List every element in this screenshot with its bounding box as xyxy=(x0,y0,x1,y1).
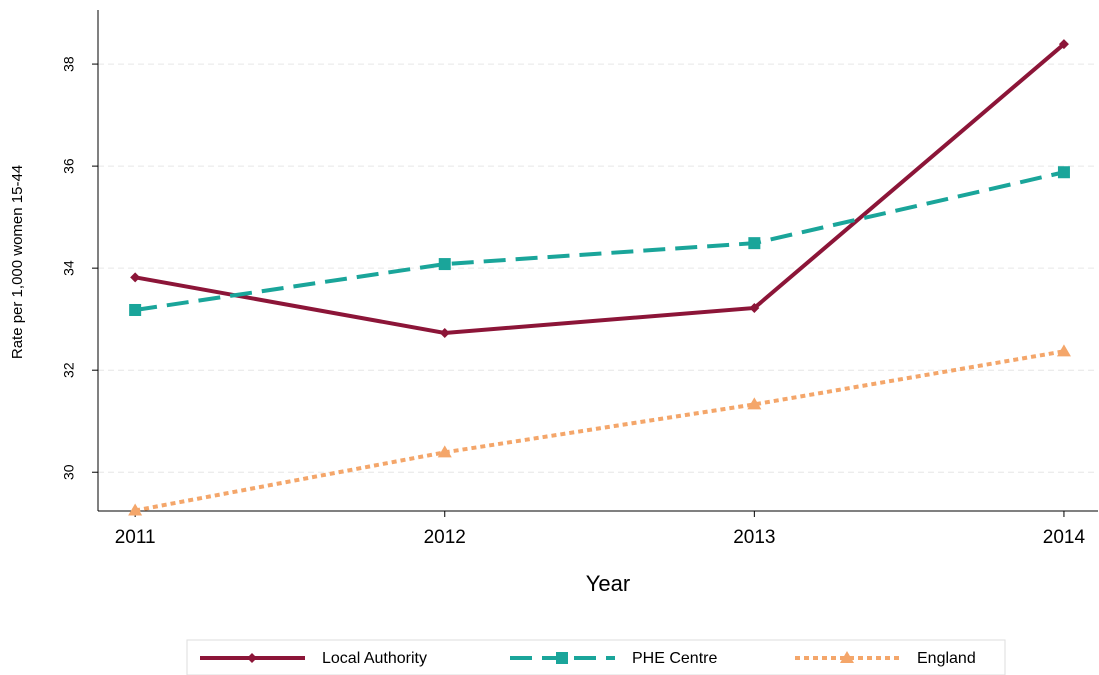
point xyxy=(748,237,761,250)
point xyxy=(1058,39,1069,50)
point xyxy=(439,327,450,338)
legend-label: PHE Centre xyxy=(632,650,717,667)
legend-box xyxy=(186,639,1006,675)
y-axis-title: Rate per 1,000 women 15-44 xyxy=(9,165,26,359)
legend-label: Local Authority xyxy=(322,650,427,667)
x-tick-label: 2011 xyxy=(115,527,156,548)
point xyxy=(749,302,760,313)
y-tick-label: 32 xyxy=(61,362,77,378)
point xyxy=(437,445,452,458)
point xyxy=(1057,166,1070,179)
legend-marker xyxy=(247,653,257,663)
point xyxy=(130,272,141,283)
y-tick-label: 36 xyxy=(61,158,77,174)
point xyxy=(129,303,142,316)
y-tick-label: 30 xyxy=(61,464,77,480)
point xyxy=(1056,344,1071,357)
x-tick-label: 2012 xyxy=(424,527,466,548)
x-axis-title: Year xyxy=(586,571,630,596)
point xyxy=(438,258,451,271)
x-tick-label: 2013 xyxy=(733,527,775,548)
legend-label: England xyxy=(917,650,976,667)
legend-marker xyxy=(840,651,854,663)
x-tick-label: 2014 xyxy=(1043,527,1086,548)
y-tick-label: 38 xyxy=(61,56,77,72)
point xyxy=(747,397,762,410)
series-line xyxy=(134,170,1065,312)
legend-marker xyxy=(556,652,568,664)
y-tick-label: 34 xyxy=(61,260,77,276)
point xyxy=(128,503,143,516)
series-line xyxy=(134,42,1066,335)
series-line xyxy=(134,349,1065,513)
